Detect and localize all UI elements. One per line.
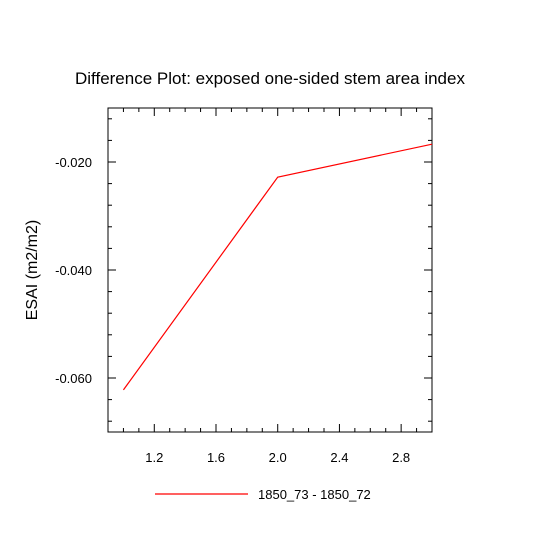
series-layer (122, 143, 433, 391)
plot-area (107, 107, 433, 433)
legend: 1850_73 - 1850_72 (155, 487, 371, 502)
x-tick-label: 1.6 (207, 450, 225, 465)
x-tick-label: 2.4 (330, 450, 348, 465)
y-axis-label: ESAI (m2/m2) (24, 220, 41, 320)
y-axis: -0.060 -0.040 -0.020 (55, 118, 432, 422)
legend-label: 1850_73 - 1850_72 (258, 487, 371, 502)
x-tick-label: 2.8 (392, 450, 410, 465)
x-axis: 1.2 1.6 2.0 2.4 2.8 (107, 108, 433, 465)
y-tick-label: -0.020 (55, 155, 92, 170)
y-tick-label: -0.060 (55, 371, 92, 386)
x-tick-label: 1.2 (145, 450, 163, 465)
x-tick-label: 2.0 (269, 450, 287, 465)
chart-title: Difference Plot: exposed one-sided stem … (75, 69, 465, 88)
y-tick-label: -0.040 (55, 263, 92, 278)
series-line (122, 143, 433, 391)
